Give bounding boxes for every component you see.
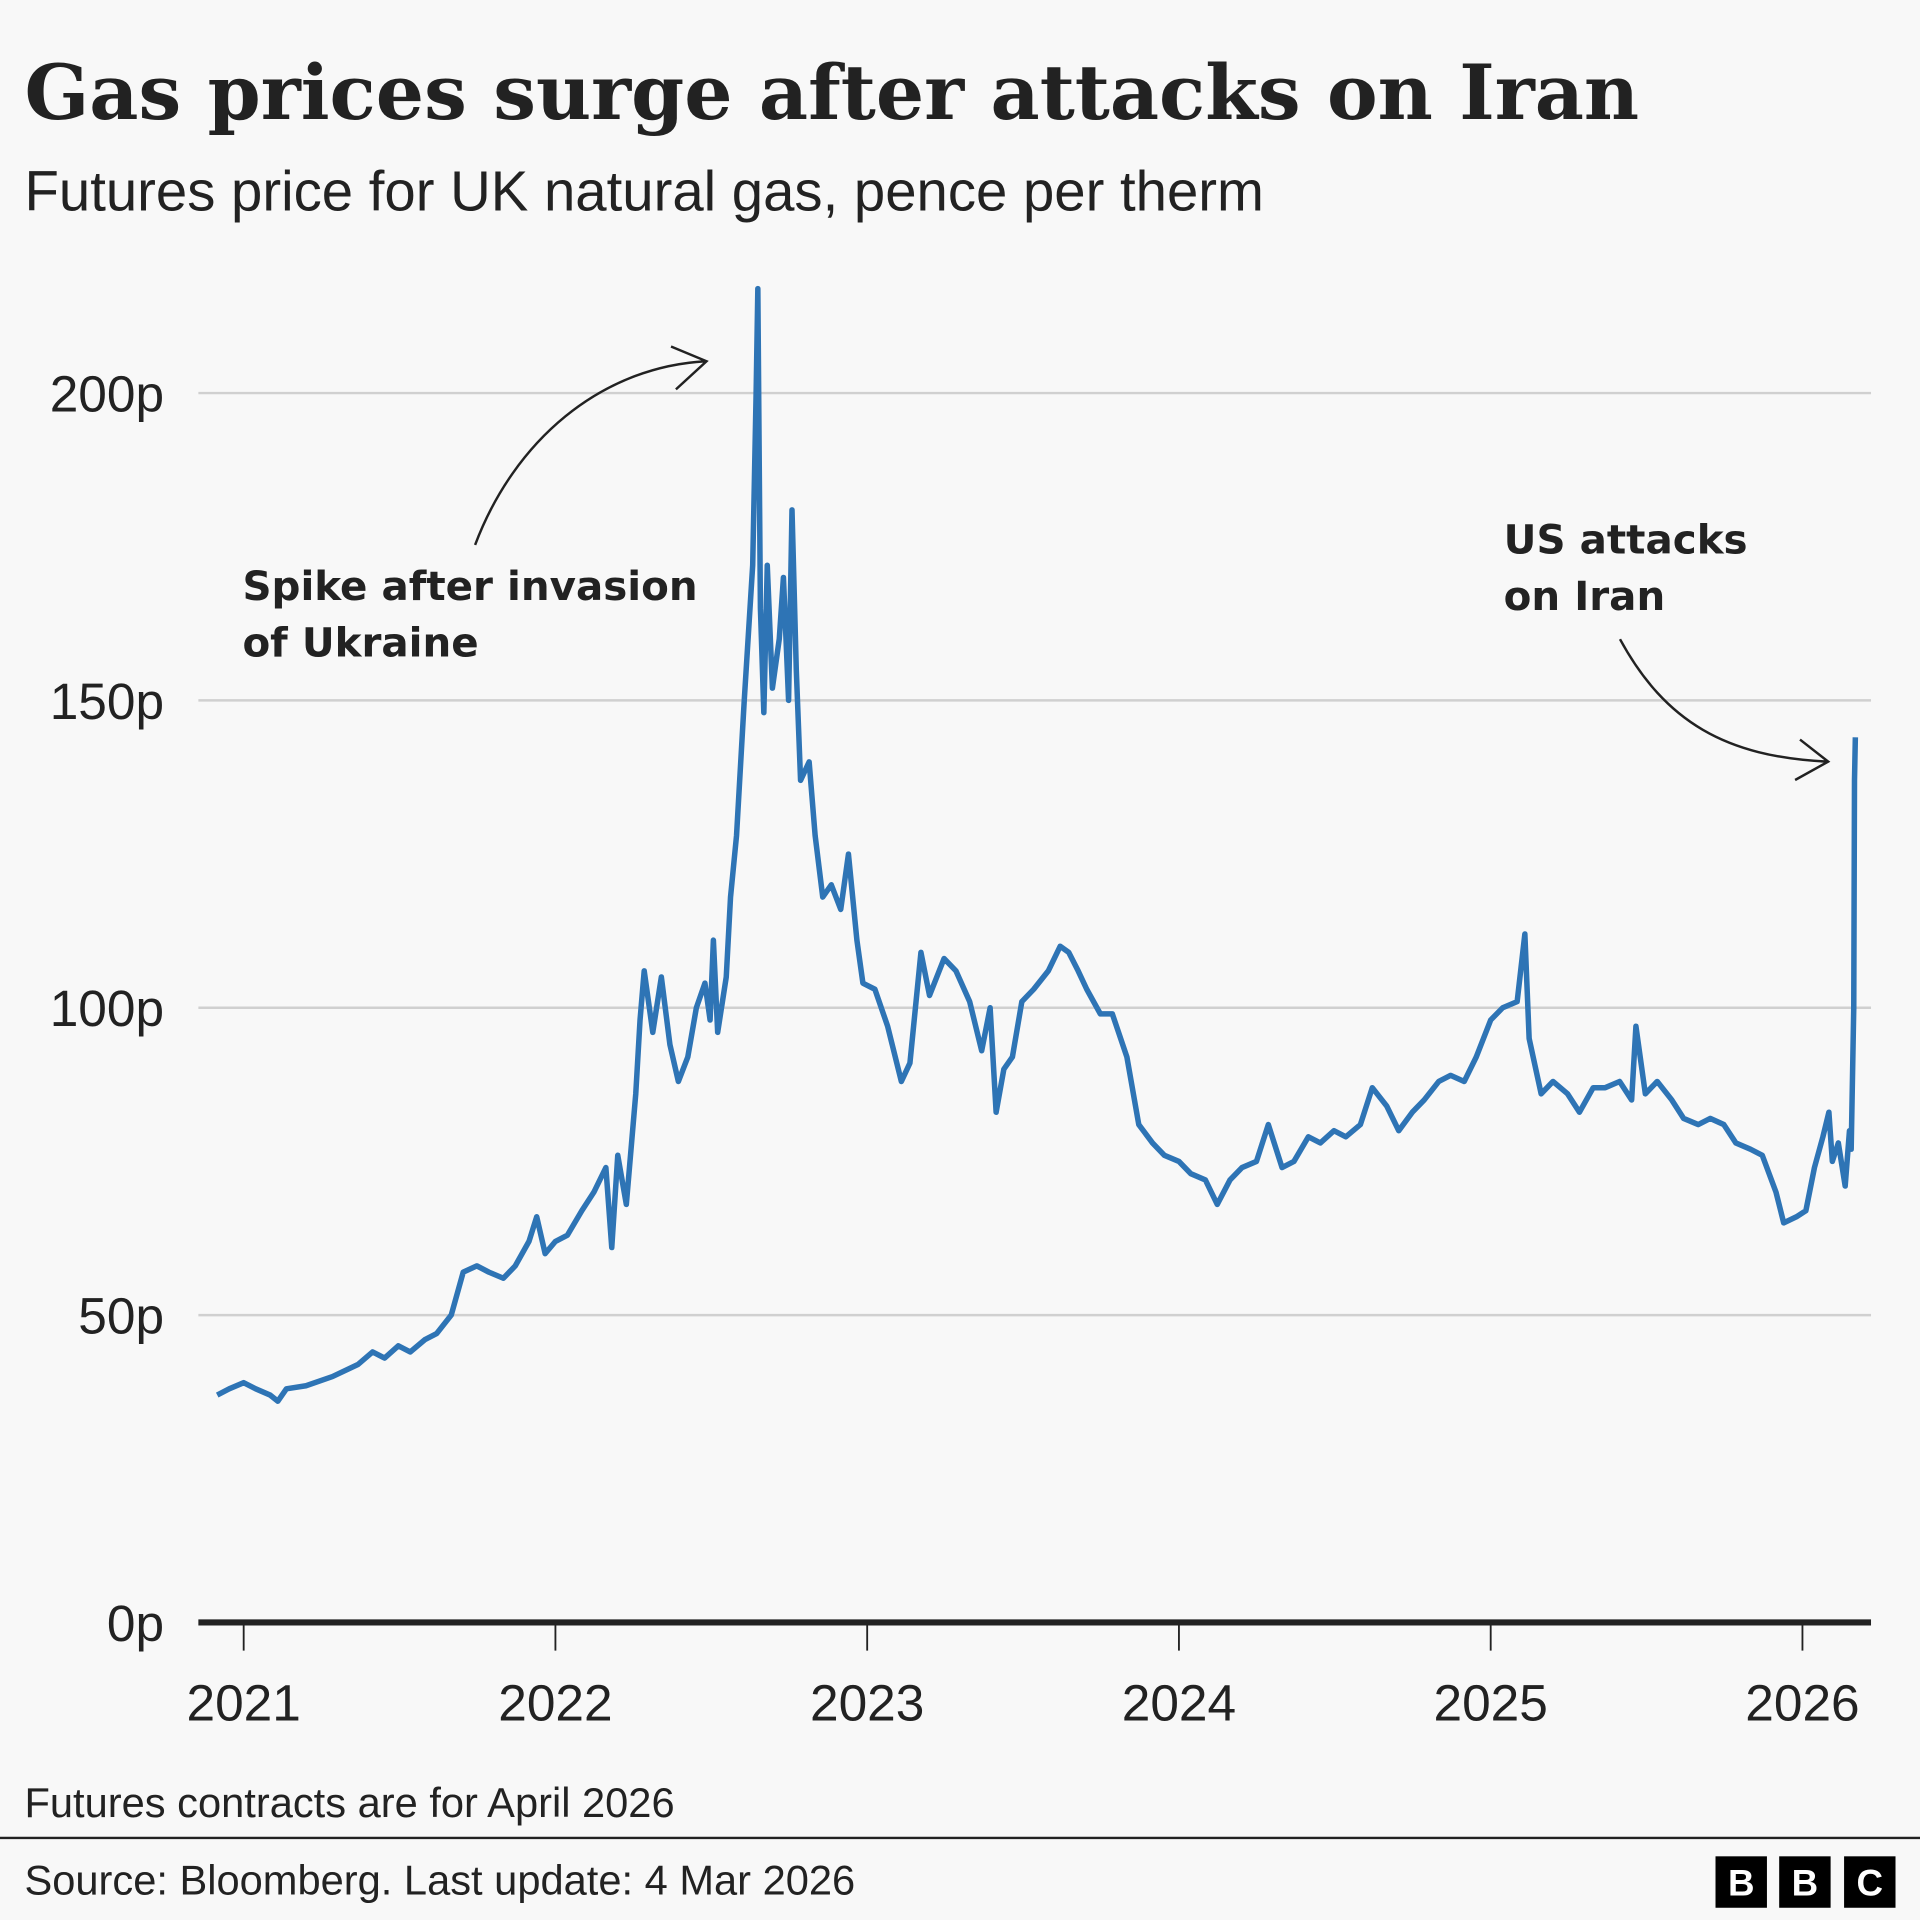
annotation-arrow <box>1618 638 1831 782</box>
x-tick-label: 2021 <box>186 1673 300 1731</box>
footnote: Futures contracts are for April 2026 <box>24 1779 674 1826</box>
annotation-iran-line2: on Iran <box>1504 572 1666 620</box>
annotation-ukraine: Spike after invasion of Ukraine <box>242 345 709 666</box>
source: Source: Bloomberg. Last update: 4 Mar 20… <box>24 1856 855 1903</box>
annotation-iran: US attacks on Iran <box>1504 515 1831 782</box>
x-tick-label: 2025 <box>1434 1673 1548 1731</box>
y-axis: 0p 50p 100p 150p 200p <box>50 364 164 1651</box>
annotation-iran-line1: US attacks <box>1504 515 1748 563</box>
svg-text:C: C <box>1857 1863 1884 1904</box>
svg-text:B: B <box>1792 1863 1819 1904</box>
y-tick-label: 150p <box>50 672 164 730</box>
x-tick-label: 2022 <box>498 1673 612 1731</box>
y-tick-label: 200p <box>50 364 164 422</box>
x-axis: 2021 2022 2023 2024 2025 2026 <box>186 1619 1872 1731</box>
chart-subtitle: Futures price for UK natural gas, pence … <box>24 160 1263 223</box>
svg-text:B: B <box>1728 1863 1755 1904</box>
x-tick-label: 2023 <box>810 1673 924 1731</box>
y-tick-label: 50p <box>78 1286 164 1344</box>
y-tick-label: 100p <box>50 979 164 1037</box>
annotation-ukraine-line2: of Ukraine <box>242 618 478 666</box>
x-tick-label: 2026 <box>1745 1673 1859 1731</box>
annotation-ukraine-line1: Spike after invasion <box>242 562 697 610</box>
x-tick-label: 2024 <box>1122 1673 1236 1731</box>
annotation-arrow <box>473 345 709 546</box>
y-tick-label: 0p <box>107 1594 164 1652</box>
chart-title: Gas prices surge after attacks on Iran <box>24 48 1639 137</box>
bbc-logo: B B C <box>1715 1856 1896 1908</box>
gridlines <box>198 391 1872 1317</box>
series-line <box>215 285 1859 1404</box>
